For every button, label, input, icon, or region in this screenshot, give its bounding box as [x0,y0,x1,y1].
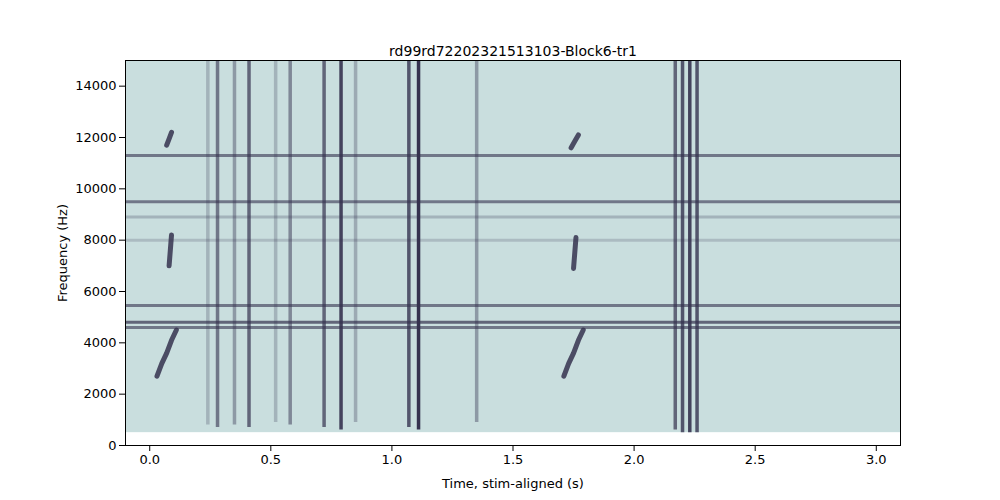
svg-text:12000: 12000 [75,130,116,145]
svg-text:Frequency (Hz): Frequency (Hz) [55,204,70,302]
svg-text:rd99rd72202321513103-Block6-tr: rd99rd72202321513103-Block6-tr1 [389,43,637,59]
svg-text:10000: 10000 [75,181,116,196]
svg-text:4000: 4000 [83,335,116,350]
svg-text:1.5: 1.5 [503,452,524,467]
svg-text:2.0: 2.0 [624,452,645,467]
svg-text:Time, stim-aligned (s): Time, stim-aligned (s) [441,476,584,491]
svg-text:2.5: 2.5 [745,452,766,467]
svg-text:14000: 14000 [75,78,116,93]
svg-text:6000: 6000 [83,284,116,299]
svg-text:1.0: 1.0 [382,452,403,467]
svg-text:0.5: 0.5 [260,452,281,467]
svg-text:3.0: 3.0 [866,452,887,467]
svg-text:2000: 2000 [83,386,116,401]
svg-text:8000: 8000 [83,232,116,247]
svg-text:0: 0 [108,438,116,453]
svg-text:0.0: 0.0 [139,452,160,467]
